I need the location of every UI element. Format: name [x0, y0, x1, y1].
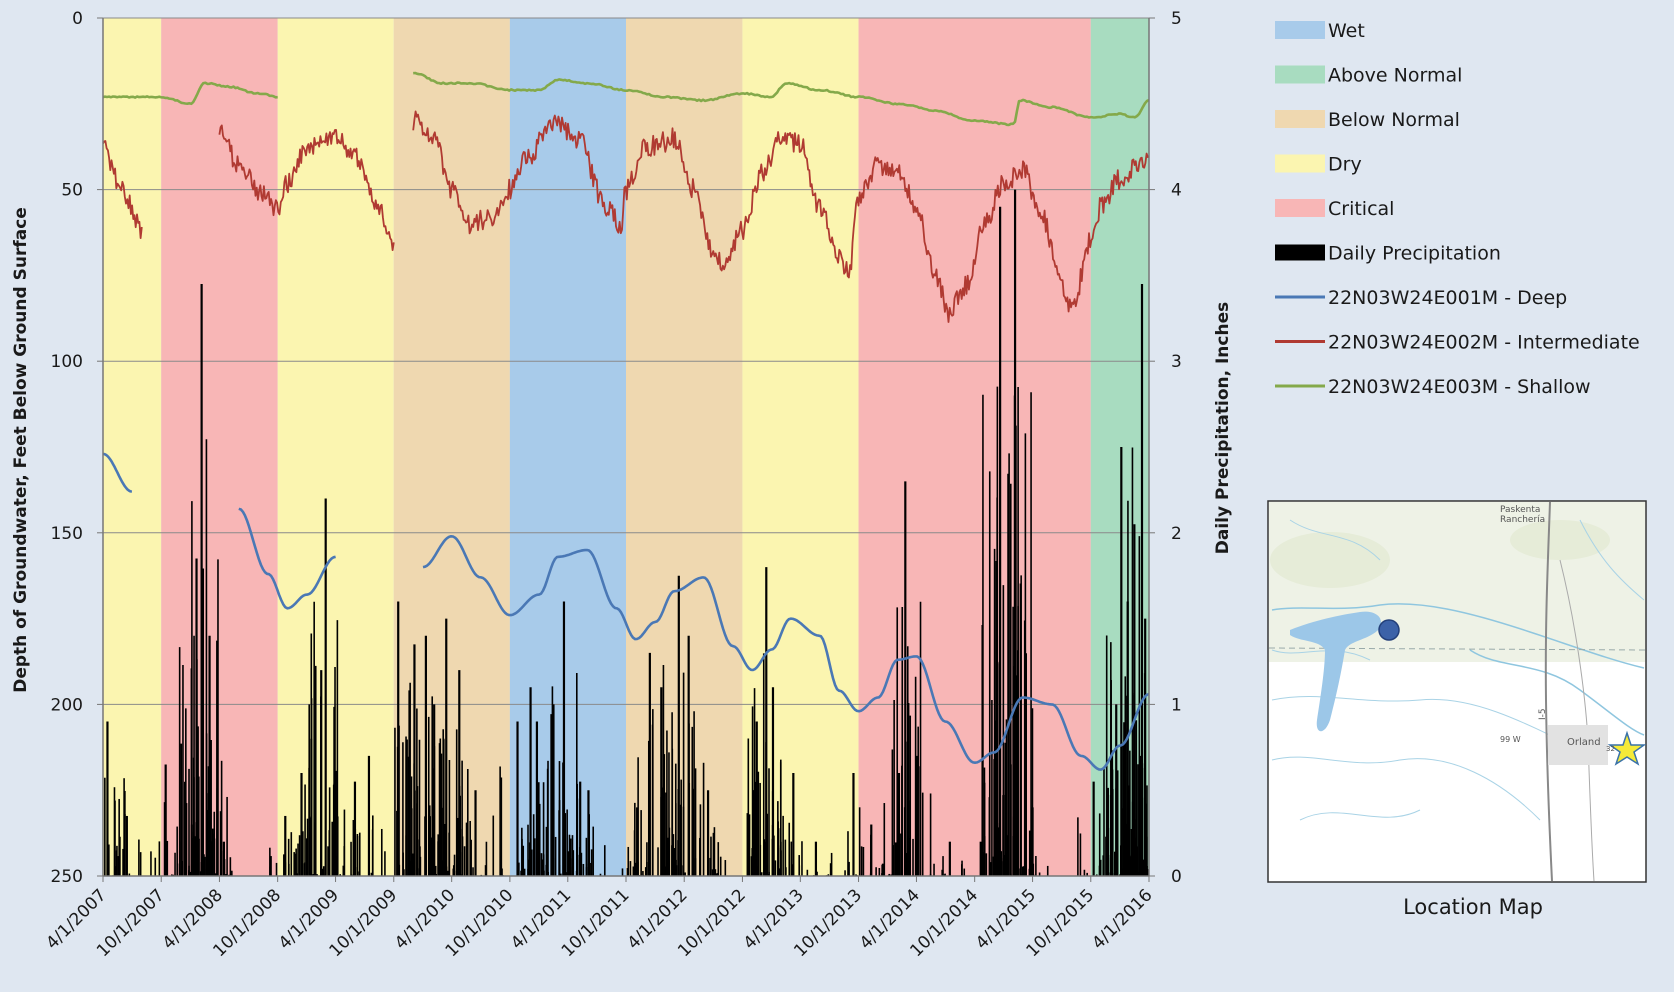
- y-left-tick-label: 150: [51, 524, 83, 544]
- series-line: [102, 81, 278, 106]
- series-line: [422, 535, 1150, 771]
- y-right-tick-label: 0: [1171, 867, 1182, 887]
- map-label-rancheria: Ranchería: [1500, 515, 1545, 525]
- band-dry: [742, 18, 859, 876]
- legend-swatch: [1275, 110, 1325, 128]
- legend-label: 22N03W24E001M - Deep: [1328, 287, 1567, 309]
- location-map: Paskenta Ranchería I-5 Orland 32 99 W Lo…: [1267, 500, 1647, 919]
- series-line: [412, 110, 1150, 323]
- series-line: [102, 452, 133, 493]
- legend-label: Below Normal: [1328, 109, 1460, 131]
- legend-swatch: [1275, 21, 1325, 39]
- x-tick-label: 4/1/2016: [1088, 885, 1156, 953]
- legend-label: Critical: [1328, 198, 1394, 220]
- series-line: [238, 507, 336, 610]
- series-line: [102, 140, 143, 239]
- y-left-tick-label: 250: [51, 867, 83, 887]
- legend-label: Above Normal: [1328, 65, 1462, 87]
- y-left-tick-label: 50: [61, 181, 83, 201]
- well-location-marker: [1378, 619, 1400, 641]
- y-left-tick-label: 0: [72, 9, 83, 29]
- map-label-orland: Orland: [1567, 737, 1601, 748]
- map-label-99w: 99 W: [1500, 735, 1521, 744]
- map-label-paskenta: Paskenta: [1500, 505, 1540, 515]
- series-line: [218, 124, 395, 251]
- band-below-normal: [393, 18, 510, 876]
- band-above-normal: [1090, 18, 1149, 876]
- series-line: [413, 71, 1150, 127]
- y-right-tick-label: 2: [1171, 524, 1182, 544]
- y-right-tick-label: 4: [1171, 181, 1182, 201]
- map-terrain: Paskenta Ranchería I-5 Orland 32 99 W: [1268, 501, 1647, 882]
- legend-swatch: [1275, 65, 1325, 84]
- y-right-tick-label: 3: [1171, 352, 1182, 372]
- legend-label: Wet: [1328, 20, 1365, 42]
- map-label-32: 32: [1606, 745, 1615, 753]
- y-left-tick-label: 200: [51, 695, 83, 715]
- map-caption: Location Map: [1403, 895, 1543, 919]
- legend-label: 22N03W24E003M - Shallow: [1328, 376, 1591, 398]
- star-marker: [1607, 730, 1647, 766]
- legend-swatch: [1275, 244, 1325, 261]
- legend: Wet Above Normal Below Normal Dry Critical Da…: [1275, 20, 1640, 398]
- legend-label: Dry: [1328, 154, 1362, 176]
- legend-swatch: [1275, 154, 1325, 173]
- legend-swatch: [1275, 199, 1325, 217]
- map-label-i5: I-5: [1538, 708, 1548, 720]
- y-right-tick-label: 5: [1171, 9, 1182, 29]
- series-lines: [102, 71, 1150, 771]
- y-axis-right-label: Daily Precipitation, Inches: [1213, 302, 1233, 554]
- y-right-tick-label: 1: [1171, 695, 1182, 715]
- band-critical: [161, 18, 278, 876]
- y-left-tick-label: 100: [51, 352, 83, 372]
- band-wet: [509, 18, 626, 876]
- band-dry: [103, 18, 162, 876]
- y-axis-left-label: Depth of Groundwater, Feet Below Ground …: [11, 207, 31, 693]
- legend-label: Daily Precipitation: [1328, 243, 1501, 265]
- precipitation-bars: [104, 189, 1149, 876]
- legend-label: 22N03W24E002M - Intermediate: [1328, 332, 1640, 354]
